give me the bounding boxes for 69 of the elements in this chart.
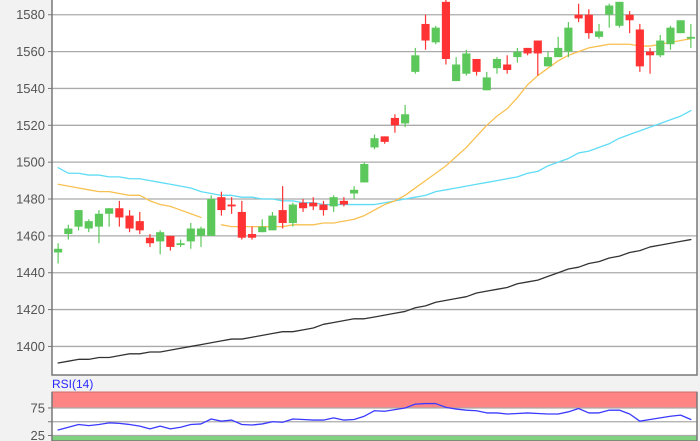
candlestick [646, 47, 654, 74]
candlestick [564, 22, 572, 58]
y-tick-label: 75 [30, 400, 45, 416]
candlestick [94, 209, 104, 244]
candlestick [298, 198, 308, 213]
y-tick-label: 1400 [16, 338, 45, 354]
candlestick [656, 34, 664, 58]
candlestick [544, 50, 552, 67]
line-series [57, 238, 692, 364]
candlestick [319, 200, 328, 216]
candlestick [258, 218, 266, 233]
candlestick [360, 162, 368, 184]
candlestick [574, 3, 583, 23]
candlestick [370, 134, 379, 150]
candlestick [156, 230, 164, 255]
candlestick [146, 233, 154, 248]
candlestick [74, 209, 83, 231]
y-tick-label: 1540 [16, 80, 45, 96]
y-tick-label: 1560 [16, 44, 45, 60]
candlestick [411, 47, 420, 74]
candlestick [401, 104, 410, 128]
y-tick-label: 1580 [16, 7, 45, 22]
candlestick [330, 194, 338, 213]
candlestick [432, 25, 440, 45]
candlestick [584, 8, 593, 40]
candlestick [594, 23, 604, 40]
candlestick [309, 196, 318, 211]
candlestick [482, 71, 491, 91]
candlestick [186, 222, 195, 250]
candlestick [615, 1, 624, 28]
candlestick [105, 208, 114, 228]
y-tick-label: 1440 [16, 265, 45, 280]
y-tick-label: 1460 [16, 228, 45, 244]
candlestick [248, 226, 256, 240]
candlestick [534, 40, 542, 76]
candlestick [390, 114, 399, 134]
y-tick-label: 1420 [16, 302, 45, 318]
chart-title: RSI(14) [52, 377, 94, 391]
y-tick-label: 1500 [16, 154, 45, 170]
candlestick [492, 56, 502, 74]
y-tick-label: 1520 [16, 118, 45, 133]
candlestick [125, 209, 134, 233]
candlestick [513, 47, 522, 64]
candlestick [64, 224, 72, 240]
candlestick [626, 10, 634, 34]
candlestick [278, 186, 287, 230]
candlestick [54, 242, 62, 264]
candlestick [268, 211, 277, 231]
y-tick-label: 25 [30, 428, 45, 441]
candlestick [84, 218, 93, 233]
candlestick [288, 202, 297, 228]
candlestick [115, 200, 124, 228]
candlestick [136, 211, 144, 235]
candlestick [228, 196, 236, 214]
candlestick [605, 3, 614, 28]
line-series [57, 402, 692, 431]
candlestick [666, 25, 675, 50]
candlestick [452, 56, 460, 82]
y-tick-label: 1480 [16, 192, 45, 207]
candlestick [196, 226, 206, 248]
candlestick [503, 54, 512, 74]
candlestick [166, 235, 174, 252]
candlestick [472, 58, 481, 76]
candlestick [350, 186, 358, 200]
candlestick [421, 14, 430, 50]
candlestick [462, 49, 470, 76]
candlestick [554, 36, 562, 58]
candlestick [217, 191, 226, 216]
candlestick [340, 196, 348, 207]
